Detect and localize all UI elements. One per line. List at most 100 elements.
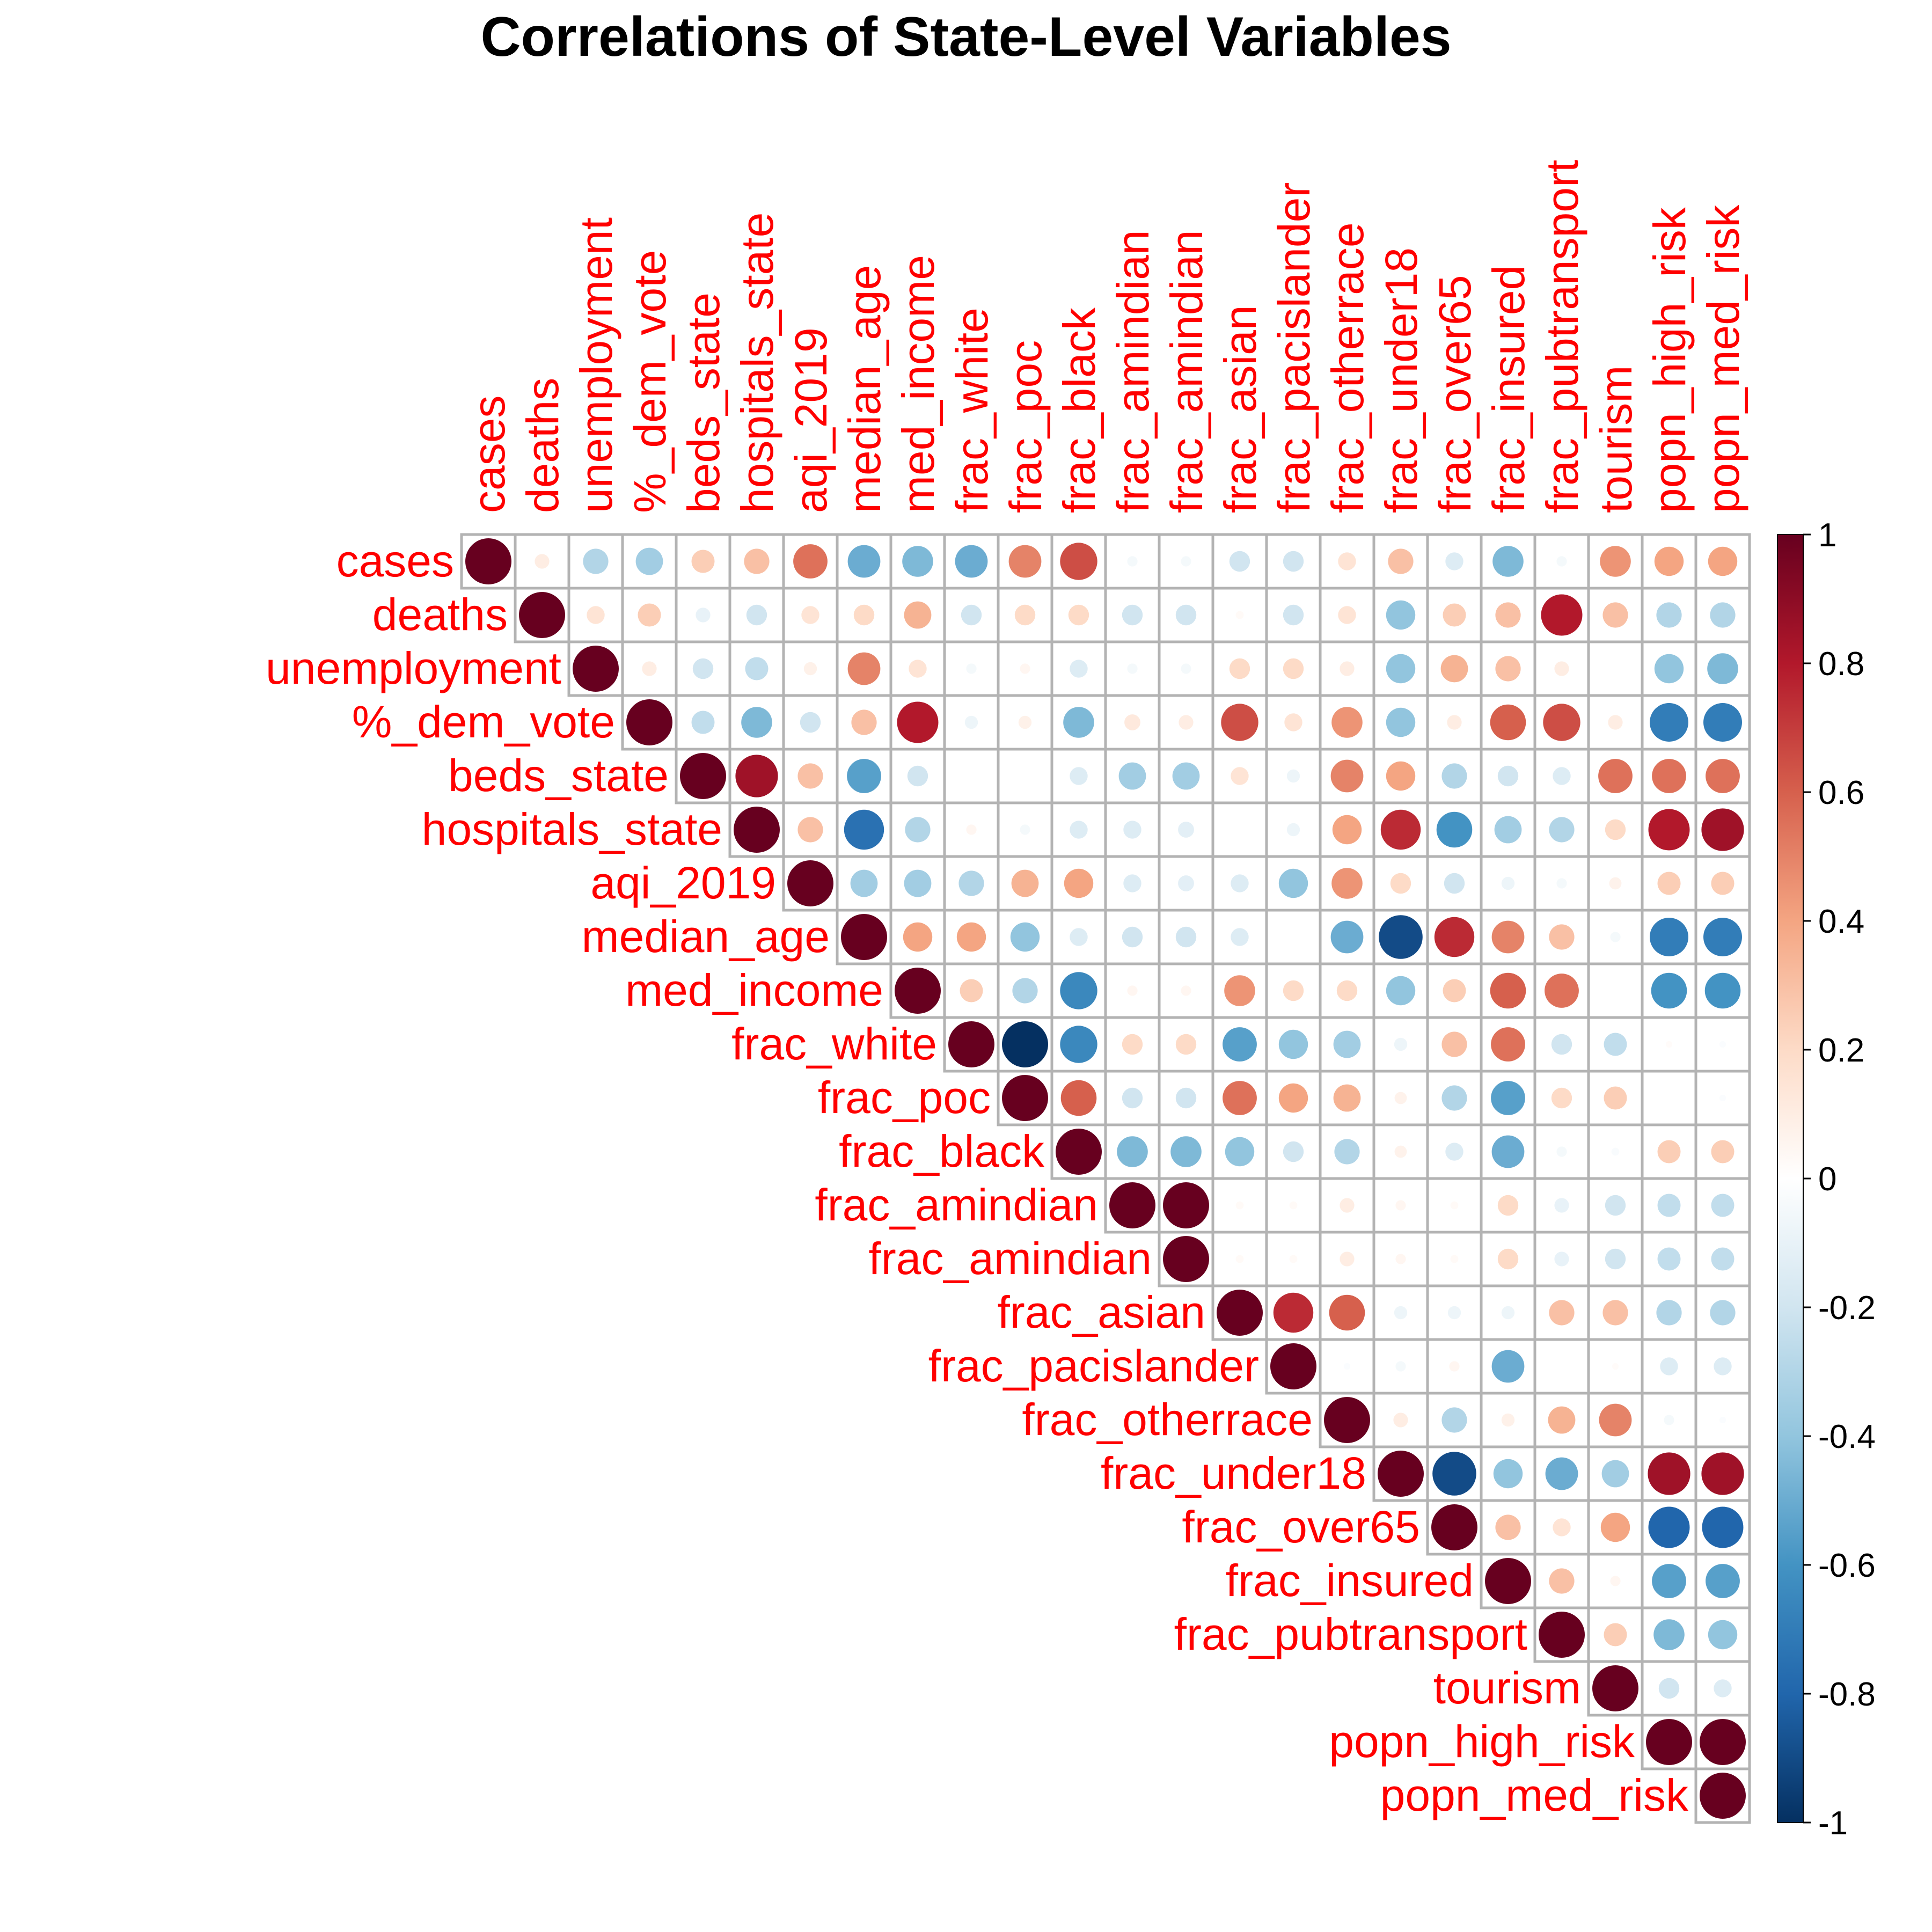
correlation-point bbox=[1283, 551, 1304, 572]
correlation-point bbox=[746, 604, 767, 626]
column-label: frac_white bbox=[947, 308, 997, 513]
correlation-point bbox=[1395, 1361, 1406, 1372]
correlation-point bbox=[902, 546, 933, 577]
correlation-point bbox=[1330, 920, 1364, 954]
correlation-point bbox=[1501, 1413, 1515, 1427]
grid-cell bbox=[1641, 1070, 1697, 1126]
correlation-point bbox=[1608, 715, 1623, 730]
correlation-point bbox=[1449, 1361, 1460, 1372]
correlation-point bbox=[1434, 917, 1475, 957]
correlation-point bbox=[1008, 545, 1042, 578]
correlation-point bbox=[1278, 1083, 1308, 1113]
correlation-point bbox=[1394, 1306, 1408, 1320]
correlation-point bbox=[1602, 1300, 1628, 1326]
correlation-point bbox=[1181, 556, 1191, 567]
correlation-point bbox=[803, 662, 817, 676]
column-label: frac_asian bbox=[1215, 305, 1265, 513]
correlation-point bbox=[1331, 868, 1363, 899]
correlation-point bbox=[1648, 1452, 1690, 1495]
correlation-point bbox=[1553, 767, 1571, 785]
correlation-point bbox=[1224, 975, 1255, 1006]
grid-cell bbox=[1211, 801, 1268, 858]
correlation-point bbox=[1343, 1363, 1351, 1370]
correlation-point bbox=[1604, 1623, 1627, 1646]
correlation-point bbox=[1491, 1027, 1525, 1062]
legend-tick-label: -0.8 bbox=[1818, 1676, 1876, 1713]
correlation-point bbox=[1701, 1452, 1744, 1495]
correlation-point bbox=[1056, 1129, 1102, 1175]
correlation-point bbox=[1491, 1135, 1525, 1168]
correlation-point bbox=[1711, 1140, 1735, 1163]
legend-tick-label: 0 bbox=[1818, 1161, 1836, 1198]
correlation-point bbox=[1334, 1139, 1360, 1165]
correlation-point bbox=[850, 869, 878, 897]
legend-tick-label: -0.2 bbox=[1818, 1290, 1876, 1327]
correlation-point bbox=[955, 545, 988, 578]
correlation-point bbox=[800, 712, 821, 733]
correlation-point bbox=[1127, 663, 1138, 674]
correlation-point bbox=[1338, 552, 1356, 570]
correlation-point bbox=[1651, 972, 1687, 1009]
correlation-point bbox=[1432, 1452, 1476, 1496]
correlation-point bbox=[1497, 765, 1519, 787]
correlation-point bbox=[966, 663, 977, 674]
correlation-point bbox=[1707, 653, 1738, 684]
correlation-point bbox=[1648, 1506, 1690, 1548]
correlation-point bbox=[519, 592, 565, 638]
correlation-point bbox=[1548, 1406, 1576, 1434]
correlation-point bbox=[1549, 817, 1575, 843]
correlation-point bbox=[1605, 1248, 1626, 1270]
correlation-point bbox=[1549, 1568, 1575, 1594]
correlation-point bbox=[1012, 978, 1038, 1004]
correlation-point bbox=[1175, 1034, 1197, 1055]
correlation-point bbox=[1554, 1252, 1569, 1267]
correlation-point bbox=[1441, 1407, 1467, 1433]
correlation-point bbox=[696, 608, 711, 623]
correlation-point bbox=[1217, 1290, 1263, 1336]
correlation-point bbox=[1650, 703, 1688, 742]
correlation-point bbox=[626, 699, 672, 745]
legend-tick-label: 0.2 bbox=[1818, 1032, 1864, 1069]
column-label: frac_pacislander bbox=[1269, 182, 1319, 513]
correlation-point bbox=[1386, 976, 1416, 1006]
correlation-point bbox=[1070, 660, 1088, 678]
legend-tick-label: -0.6 bbox=[1818, 1547, 1876, 1584]
legend-tick-label: -1 bbox=[1818, 1805, 1848, 1842]
correlation-point bbox=[904, 869, 932, 897]
correlation-point bbox=[734, 807, 780, 853]
correlation-point bbox=[1441, 1085, 1467, 1111]
row-label: frac_amindian bbox=[868, 1233, 1152, 1284]
correlation-point bbox=[1231, 767, 1249, 785]
correlation-point bbox=[1660, 1357, 1678, 1375]
correlation-point bbox=[638, 603, 661, 627]
correlation-point bbox=[1229, 658, 1250, 679]
correlation-point bbox=[1551, 1087, 1572, 1109]
correlation-point bbox=[1395, 1254, 1406, 1264]
correlation-point bbox=[1122, 1087, 1143, 1109]
correlation-point bbox=[964, 715, 978, 729]
correlation-point bbox=[1493, 1459, 1523, 1489]
row-label: frac_insured bbox=[1226, 1555, 1474, 1606]
correlation-point bbox=[1491, 1350, 1525, 1383]
correlation-point bbox=[1664, 1415, 1674, 1425]
correlation-point bbox=[1333, 1084, 1361, 1112]
correlation-point bbox=[1060, 972, 1097, 1009]
correlation-point bbox=[1060, 543, 1097, 580]
correlation-point bbox=[1441, 1031, 1467, 1057]
correlation-point bbox=[1601, 1460, 1629, 1488]
correlation-point bbox=[1270, 1343, 1316, 1389]
column-label: frac_over65 bbox=[1430, 275, 1480, 513]
correlation-point bbox=[847, 759, 881, 793]
correlation-point bbox=[1278, 868, 1308, 898]
correlation-point bbox=[1719, 1094, 1726, 1102]
row-label: %_dem_vote bbox=[352, 697, 615, 747]
column-label: median_age bbox=[839, 265, 890, 513]
correlation-point bbox=[1002, 1021, 1048, 1067]
correlation-point bbox=[1495, 1514, 1521, 1540]
column-label: frac_amindian bbox=[1161, 230, 1212, 513]
correlation-point bbox=[956, 922, 986, 952]
correlation-point bbox=[1600, 1512, 1630, 1542]
correlation-point bbox=[1175, 926, 1197, 948]
correlation-point bbox=[904, 601, 932, 629]
correlation-point bbox=[1657, 872, 1681, 895]
